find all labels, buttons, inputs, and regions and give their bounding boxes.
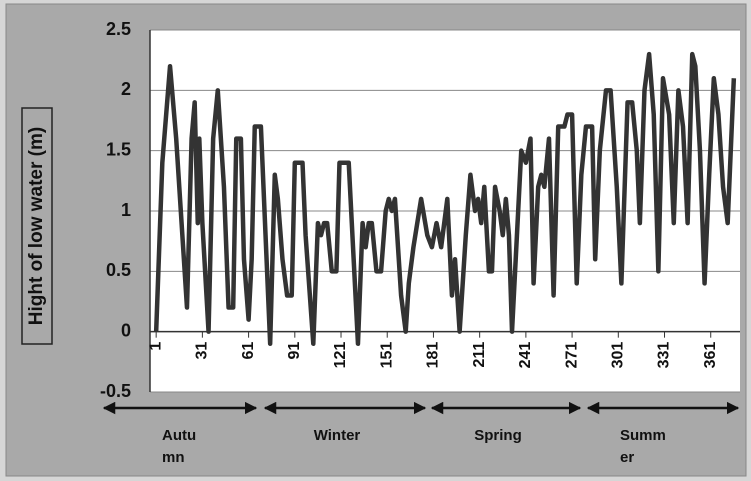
season-label: Spring — [474, 427, 522, 444]
x-tick-label: 31 — [194, 342, 211, 360]
data-line — [153, 51, 737, 346]
x-tick-label: 241 — [517, 342, 534, 369]
x-tick-label: 181 — [425, 342, 442, 369]
x-tick-label: 211 — [471, 342, 488, 368]
season-label: mn — [162, 449, 185, 466]
x-tick-label: 301 — [610, 342, 627, 369]
x-tick-label: 361 — [702, 342, 719, 369]
x-tick-label: 271 — [563, 342, 580, 369]
x-tick-label: 91 — [286, 342, 303, 360]
season-label: Autu — [162, 427, 196, 444]
season-label: er — [620, 449, 634, 466]
x-tick-label: 121 — [332, 342, 349, 369]
x-tick-label: 61 — [240, 342, 257, 360]
y-tick-label: 2 — [121, 79, 131, 99]
x-tick-label: 1 — [147, 342, 164, 351]
x-tick-label: 151 — [378, 342, 395, 369]
y-axis-label: Hight of low water (m) — [26, 127, 47, 325]
season-label: Summ — [620, 427, 666, 444]
y-tick-label: 0 — [121, 320, 131, 340]
y-tick-label: 1 — [121, 200, 131, 220]
y-tick-label: 0.5 — [106, 260, 131, 280]
y-label-box — [21, 107, 53, 345]
x-tick-label: 331 — [656, 342, 673, 369]
season-label: Winter — [314, 427, 361, 444]
y-tick-label: -0.5 — [100, 381, 131, 401]
y-tick-label: 2.5 — [106, 19, 131, 39]
y-tick-label: 1.5 — [106, 139, 131, 159]
